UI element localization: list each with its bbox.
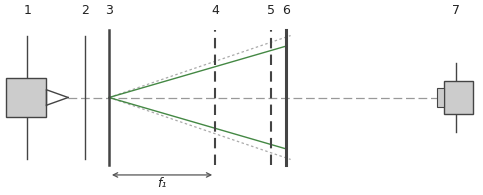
Text: 4: 4 bbox=[211, 4, 219, 17]
Bar bbox=[5, 78, 46, 117]
Text: 1: 1 bbox=[23, 4, 31, 17]
Text: 2: 2 bbox=[81, 4, 89, 17]
Text: 7: 7 bbox=[452, 4, 460, 17]
Bar bbox=[444, 81, 473, 114]
Bar bbox=[437, 88, 444, 107]
Text: 3: 3 bbox=[105, 4, 113, 17]
Text: 6: 6 bbox=[282, 4, 290, 17]
Text: 5: 5 bbox=[268, 4, 275, 17]
Text: f₁: f₁ bbox=[157, 177, 167, 190]
